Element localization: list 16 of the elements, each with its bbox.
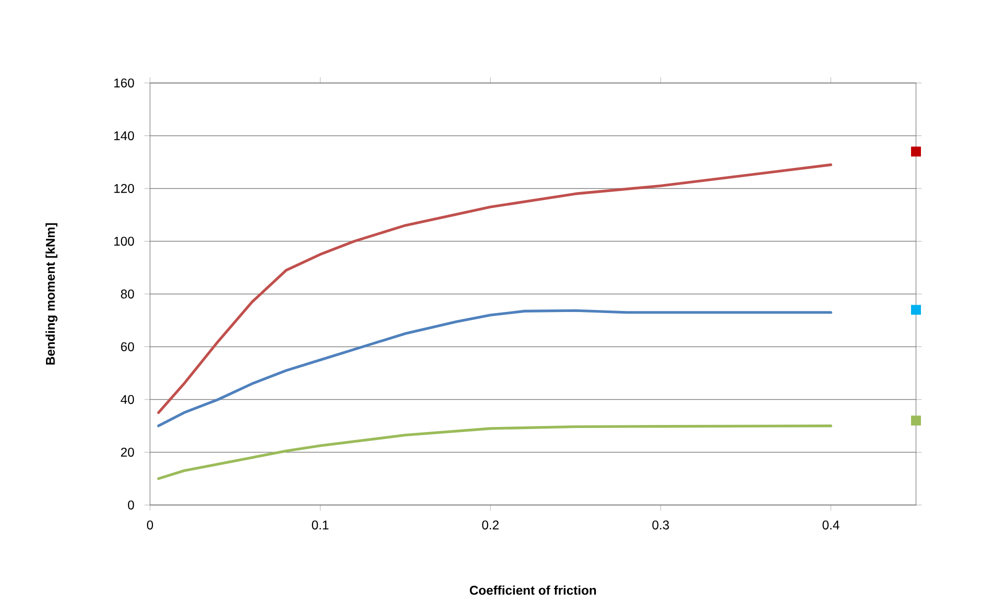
y-tick-label: 100	[114, 236, 134, 246]
x-tick-label: 0.4	[822, 520, 840, 530]
x-tick-label: 0	[146, 520, 154, 530]
y-tick-label: 60	[121, 342, 134, 352]
x-tick-label: 0.3	[652, 520, 669, 530]
y-tick-label: 20	[121, 448, 134, 457]
y-tick-label: 80	[120, 290, 134, 298]
y-axis-title: Bending moment [kNm]	[46, 223, 58, 365]
y-tick-label: 120	[114, 184, 134, 193]
y-tick-label: 140	[114, 131, 134, 140]
x-axis-title: Coefficient of friction	[470, 585, 596, 595]
x-tick-label: 0.2	[482, 520, 499, 530]
y-tick-label: 40	[120, 395, 134, 404]
y-tick-label: 160	[114, 78, 134, 88]
y-tick-label: 0	[128, 500, 134, 510]
x-tick-label: 0.1	[312, 520, 328, 530]
